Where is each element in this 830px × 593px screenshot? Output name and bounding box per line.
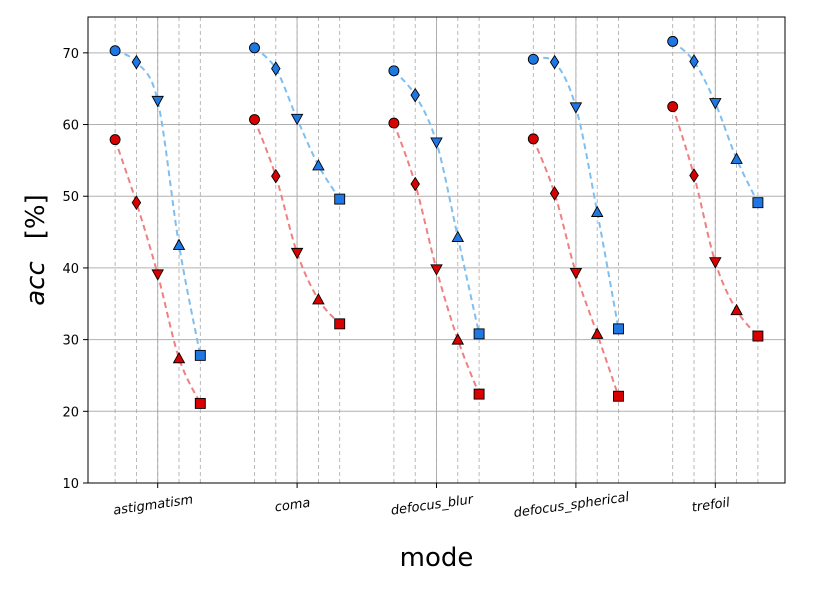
data-point-square: [752, 197, 764, 209]
x-tick-label: defocus_spherical: [513, 490, 631, 521]
series-line: [672, 40, 759, 204]
y-axis-title-variable: acc: [21, 261, 51, 306]
data-point-square: [613, 390, 624, 402]
data-point-square: [194, 349, 206, 361]
data-point-triangle-up: [590, 327, 604, 339]
y-tick-label: 70: [62, 47, 79, 62]
series-line: [671, 106, 759, 337]
data-point-triangle-down: [569, 102, 583, 114]
y-tick-label: 60: [62, 119, 79, 134]
ticks: 10 20 30 40 50 60 70 astigmatism coma defocus_blu…: [62, 47, 731, 521]
data-point-circle: [527, 53, 539, 65]
data-point-triangle-down: [709, 98, 722, 110]
data-point-diamond: [271, 61, 281, 76]
data-point-square: [334, 318, 346, 330]
data-point-triangle-down: [430, 137, 443, 149]
data-point-square: [334, 193, 346, 205]
data-point-triangle-up: [172, 238, 186, 250]
x-tick-label: coma: [274, 496, 312, 516]
data-point-circle: [388, 65, 400, 77]
y-axis-title: acc [%]: [21, 194, 51, 306]
series-markers: [109, 35, 764, 409]
y-tick-label: 50: [62, 190, 79, 205]
data-point-square: [613, 323, 624, 335]
data-point-triangle-down: [569, 267, 583, 280]
data-point-triangle-down: [151, 95, 164, 108]
series-line: [393, 70, 481, 335]
data-point-circle: [109, 45, 121, 57]
data-point-square: [194, 397, 206, 409]
data-point-triangle-up: [451, 333, 465, 345]
x-axis-title: mode: [400, 543, 474, 573]
data-point-diamond: [131, 54, 142, 70]
data-point-triangle-down: [709, 257, 722, 269]
data-point-triangle-down: [290, 113, 304, 126]
data-point-triangle-up: [312, 293, 325, 305]
data-point-diamond: [271, 168, 281, 184]
data-point-square: [752, 330, 764, 342]
data-point-triangle-up: [312, 158, 325, 171]
data-point-circle: [249, 114, 260, 125]
x-tick-label: astigmatism: [112, 493, 194, 519]
data-point-circle: [527, 133, 539, 145]
x-tick-label: defocus_blur: [390, 492, 476, 519]
data-point-circle: [667, 101, 679, 113]
data-point-triangle-down: [151, 269, 164, 281]
y-axis-title-unit: [%]: [21, 194, 51, 239]
data-point-triangle-up: [730, 303, 743, 316]
data-point-circle: [249, 42, 260, 54]
data-point-diamond: [549, 186, 560, 201]
data-point-diamond: [689, 168, 699, 183]
data-point-circle: [667, 35, 679, 47]
y-tick-label: 20: [62, 405, 79, 420]
data-point-triangle-up: [730, 152, 743, 164]
data-point-diamond: [549, 54, 560, 70]
y-tick-label: 30: [62, 334, 79, 349]
data-point-diamond: [131, 195, 142, 211]
data-point-square: [473, 328, 485, 340]
y-tick-label: 40: [62, 262, 79, 277]
data-point-square: [473, 388, 485, 400]
data-point-circle: [388, 117, 400, 129]
data-point-triangle-up: [451, 230, 465, 243]
data-point-circle: [109, 134, 121, 146]
data-point-triangle-down: [290, 247, 304, 260]
data-point-triangle-down: [430, 264, 443, 276]
data-point-diamond: [689, 54, 699, 69]
y-tick-label: 10: [62, 477, 79, 492]
grid: [88, 17, 785, 484]
data-point-triangle-up: [172, 351, 186, 364]
series-line: [533, 56, 620, 330]
x-tick-label: trefoil: [691, 495, 731, 515]
data-point-diamond: [410, 87, 420, 103]
data-point-diamond: [410, 176, 420, 192]
data-point-triangle-up: [590, 205, 604, 217]
